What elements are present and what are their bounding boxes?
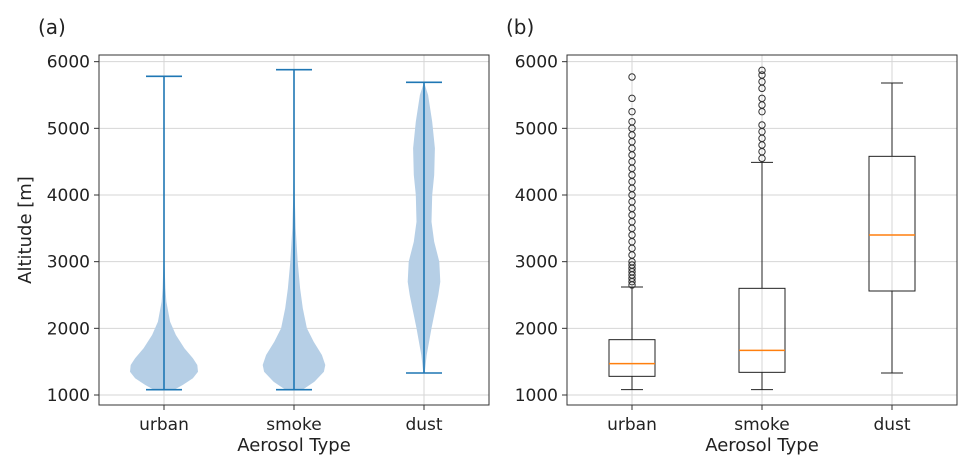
y-tick-label-a: 1000 [47, 386, 90, 406]
y-ticks-b: 1000 2000 3000 4000 5000 6000 [515, 53, 567, 406]
box-dust [868, 155, 916, 292]
outlier-point-smoke [758, 66, 766, 75]
outlier-point-smoke [758, 71, 766, 79]
y-ticks-a: 1000 2000 3000 4000 5000 6000 [47, 53, 99, 406]
y-axis-label-a: Altitude [m] [15, 176, 36, 284]
y-tick-label-a: 3000 [47, 253, 90, 273]
boxes [608, 66, 916, 391]
y-tick-label-b: 6000 [515, 53, 558, 73]
y-tick-label-a: 4000 [47, 186, 90, 206]
y-tick-label-a: 5000 [47, 119, 90, 139]
outlier-point-urban [628, 73, 636, 81]
x-tick-label-a-smoke: smoke [266, 415, 322, 435]
outlier-point-urban [628, 261, 636, 269]
outlier-point-smoke [758, 121, 766, 129]
panel-label-b: (b) [506, 15, 534, 39]
outlier-point-smoke [758, 94, 766, 103]
y-tick-label-b: 4000 [515, 186, 558, 206]
y-tick-label-a: 6000 [47, 53, 90, 73]
x-ticks-b: urban smoke dust [607, 405, 911, 435]
violins [130, 68, 442, 391]
y-tick-label-b: 5000 [515, 119, 558, 139]
box-panel: (b) 1000 2000 3000 4000 5000 6000 urban smoke d… [506, 15, 958, 456]
outlier-point-urban [628, 107, 636, 116]
x-tick-label-a-urban: urban [139, 415, 189, 435]
x-tick-label-b-dust: dust [873, 415, 910, 435]
x-axis-label-b: Aerosol Type [705, 435, 819, 456]
box-smoke [738, 287, 786, 373]
x-tick-label-a-dust: dust [405, 415, 442, 435]
outlier-point-urban [628, 117, 636, 126]
x-axis-label-a: Aerosol Type [237, 435, 351, 456]
x-ticks-a: urban smoke dust [139, 405, 443, 435]
box-urban [608, 339, 656, 377]
outlier-point-urban [628, 94, 636, 103]
violin-panel: (a) 1000 2000 3000 4000 5000 6000 urban smoke d… [15, 15, 490, 456]
x-tick-label-b-urban: urban [607, 415, 657, 435]
y-tick-label-b: 1000 [515, 386, 558, 406]
y-tick-label-b: 3000 [515, 253, 558, 273]
x-tick-label-b-smoke: smoke [734, 415, 790, 435]
panel-label-a: (a) [38, 15, 66, 39]
y-tick-label-b: 2000 [515, 319, 558, 339]
y-tick-label-a: 2000 [47, 319, 90, 339]
